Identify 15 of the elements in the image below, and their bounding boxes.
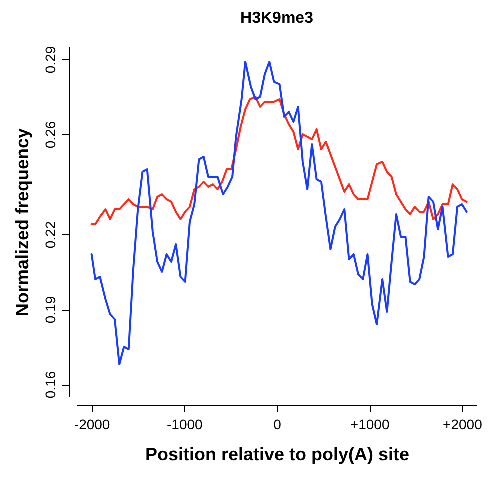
y-tick-label: 0.16 <box>42 371 58 399</box>
x-tick-label: 0 <box>274 416 282 432</box>
x-tick-label: +2000 <box>443 416 483 432</box>
x-tick-label: -1000 <box>167 416 204 432</box>
y-tick-label: 0.29 <box>42 46 58 74</box>
x-tick-label: -2000 <box>74 416 110 432</box>
line-series <box>90 96 468 226</box>
y-tick-label: 0.26 <box>42 121 58 149</box>
y-tick-label: 0.22 <box>42 221 58 249</box>
x-axis-title: Position relative to poly(A) site <box>145 444 410 464</box>
line-series <box>90 61 468 366</box>
chart-title: H3K9me3 <box>240 10 314 27</box>
y-tick-label: 0.19 <box>42 296 58 324</box>
y-axis-title: Normalized frequency <box>12 128 32 317</box>
x-tick-label: +1000 <box>350 416 390 432</box>
